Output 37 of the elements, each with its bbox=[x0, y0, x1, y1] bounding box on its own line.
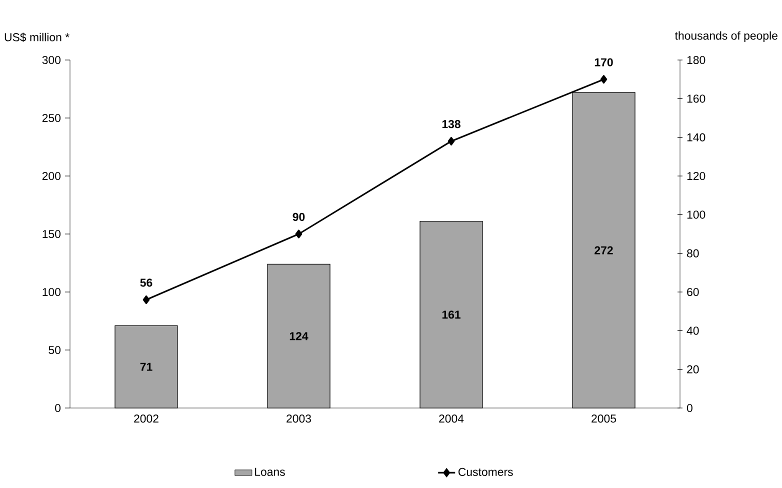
data-label: 272 bbox=[594, 246, 613, 254]
x-tick-label: 2004 bbox=[439, 414, 464, 423]
y-tick-label: 100 bbox=[42, 288, 61, 296]
y-tick-label: 200 bbox=[42, 172, 61, 180]
legend-label: Loans bbox=[255, 468, 285, 476]
point bbox=[295, 230, 302, 238]
y-tick-label: 300 bbox=[42, 56, 61, 64]
data-label: 170 bbox=[594, 58, 613, 66]
data-label: 71 bbox=[140, 362, 152, 371]
y2-tick-label: 40 bbox=[686, 326, 699, 335]
y2-axis-title: thousands of people bbox=[674, 31, 778, 42]
y-tick-label: 150 bbox=[42, 230, 61, 238]
y2-tick-label: 0 bbox=[686, 404, 692, 412]
data-label: 56 bbox=[140, 278, 152, 287]
legend-label: Customers bbox=[458, 468, 513, 476]
y-tick-label: 250 bbox=[42, 114, 61, 122]
y-axis-title: US$ million * bbox=[4, 32, 70, 42]
y-tick-label: 50 bbox=[48, 346, 61, 354]
x-tick-label: 2002 bbox=[134, 414, 158, 423]
y2-tick-label: 20 bbox=[687, 365, 699, 374]
y2-tick-label: 80 bbox=[687, 249, 699, 258]
y2-tick-label: 120 bbox=[687, 172, 706, 180]
data-label: 161 bbox=[442, 310, 460, 319]
x-tick-label: 2003 bbox=[286, 414, 311, 423]
data-label: 90 bbox=[292, 212, 305, 221]
point bbox=[142, 295, 150, 304]
y2-tick-label: 140 bbox=[687, 133, 706, 142]
y2-tick-label: 60 bbox=[687, 288, 699, 296]
point bbox=[448, 136, 455, 146]
y-tick-label: 0 bbox=[55, 404, 61, 412]
y2-tick-label: 180 bbox=[687, 56, 706, 64]
data-label: 124 bbox=[290, 332, 308, 340]
y2-tick-label: 100 bbox=[687, 210, 706, 219]
y2-tick-label: 160 bbox=[687, 94, 706, 103]
point bbox=[600, 75, 608, 84]
data-label: 138 bbox=[442, 120, 460, 128]
x-tick-label: 2005 bbox=[592, 414, 616, 423]
